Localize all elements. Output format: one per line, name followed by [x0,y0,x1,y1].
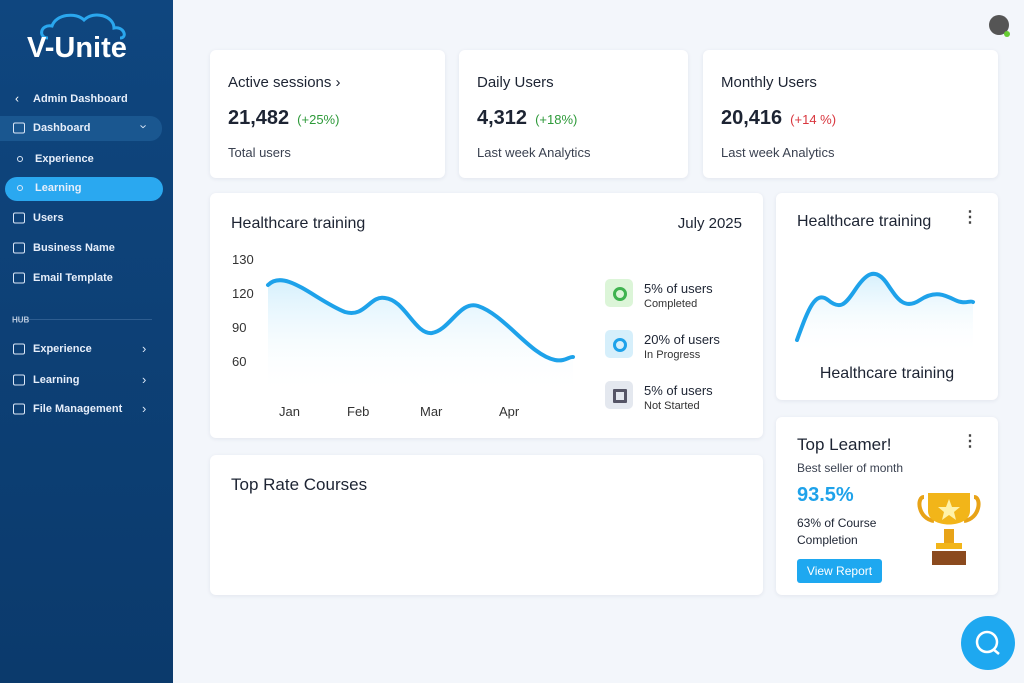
x-axis-label: Mar [420,404,443,419]
small-card: Healthcare training ⋮ Healthcare trainin… [776,193,998,400]
stat-card: Monthly Users 20,416 (+14 %) Last week Anal… [703,50,998,178]
learner-value: 93.5% [797,484,854,506]
nav-label: Experience [33,343,92,355]
chevron: › [142,400,147,416]
legend-icon-mark [613,389,627,403]
stat-title: Daily Users [477,74,554,91]
x-axis-label: Jan [279,404,300,419]
nav-label: Learning [33,374,80,386]
legend-sub: Completed [644,298,698,310]
stat-change: (+25%) [297,112,340,127]
chat-button[interactable] [961,616,1015,670]
stat-change: (+18%) [535,112,578,127]
card-title: Healthcare training [797,213,932,230]
stat-row: 21,482 (+25%) [228,107,339,130]
y-axis-label: 120 [232,286,254,301]
nav-label: Learning [35,182,82,194]
stat-title: Active sessions › [228,74,341,91]
chat-icon [975,630,1000,655]
learner-card: Top Leamer! ⋮ Best seller of month 93.5%… [776,417,998,595]
y-axis-label: 90 [232,320,247,335]
stat-caption: Last week Analytics [477,145,591,160]
active-pill [5,177,163,201]
nav-icon [13,343,25,355]
stat-value: 21,482 [228,107,290,129]
back-icon: ‹ [15,91,19,106]
legend-icon [605,330,633,358]
nav-icon [13,242,25,254]
stat-caption: Total users [228,145,291,160]
nav-icon [13,272,25,284]
legend-icon [605,279,633,307]
legend-label: 5% of users [644,281,713,296]
nav-label: File Management [33,403,123,415]
nav-icon [13,212,25,224]
learner-description: 63% of Course Completion [797,516,877,547]
hub-label: HUB [12,315,30,325]
stat-change: (+14 %) [790,112,837,127]
chevron: › [142,340,147,356]
nav-label: Business Name [33,242,115,254]
nav-icon [13,374,25,386]
chevron: › [142,371,147,387]
x-axis-label: Apr [499,404,520,419]
y-axis-label: 130 [232,252,254,267]
separator [12,319,152,320]
card-caption: Healthcare training [819,365,955,382]
dot-icon [17,156,23,162]
training-card: Healthcare training July 2025 130 120 90 60… [210,193,763,438]
legend-icon-mark [613,338,627,352]
stat-card: Daily Users 4,312 (+18%) Last week Analytic… [459,50,688,178]
card-subtitle: Best seller of month [797,461,904,475]
stat-row: 20,416 (+14 %) [721,107,836,130]
stat-row: 4,312 (+18%) [477,107,577,130]
sidebar: V-Unite HUB ‹ Admin Dashboard Dashboard › Ex… [0,0,173,683]
stat-card: Active sessions › 21,482 (+25%) Total users [210,50,445,178]
logo: V-Unite [27,32,127,64]
nav-label: Users [33,212,64,224]
legend-icon [605,381,633,409]
x-axis-label: Feb [347,404,370,419]
chevron: › [136,124,152,129]
card-title: Healthcare training [231,215,366,232]
nav-label: Email Template [33,272,113,284]
nav-label: Experience [35,153,94,165]
search-icon[interactable] [985,12,1015,42]
menu-dots[interactable]: ⋮ [962,433,978,450]
nav-label: Admin Dashboard [33,93,128,105]
dot-icon [17,185,23,191]
stat-caption: Last week Analytics [721,145,835,160]
y-axis-label: 60 [232,354,247,369]
nav-icon [13,403,25,415]
legend-sub: Not Started [644,400,700,412]
legend-icon-mark [613,287,627,301]
card-title: Top Rate Courses [231,475,368,494]
chevron[interactable]: › [331,74,341,91]
dashboard-highlight [0,116,162,141]
view-report-button[interactable]: View Report [797,559,882,583]
card-title: Top Leamer! [797,435,892,454]
menu-dots[interactable]: ⋮ [962,209,978,226]
nav-icon [13,122,25,134]
legend-label: 20% of users [644,332,720,347]
stat-title: Monthly Users [721,74,817,91]
courses-card: Top Rate Courses [210,455,763,595]
nav-label: Dashboard [33,122,91,134]
legend-sub: In Progress [644,349,701,361]
legend-label: 5% of users [644,383,713,398]
stat-value: 4,312 [477,107,528,129]
trophy-icon [917,493,981,565]
logo-cloud [40,13,126,40]
card-date: July 2025 [677,215,742,232]
stat-value: 20,416 [721,107,783,129]
